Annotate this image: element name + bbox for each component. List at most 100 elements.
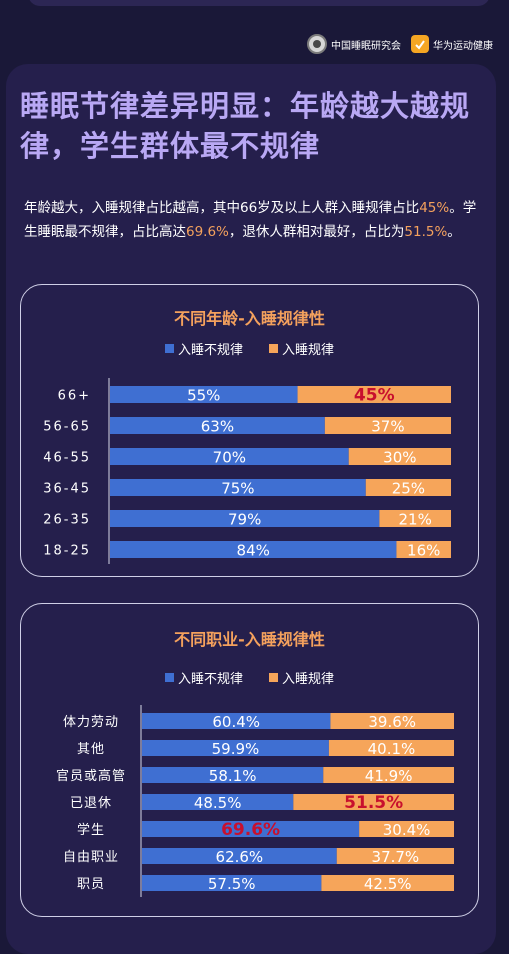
data-label-regular: 40.1%: [368, 740, 416, 758]
data-label-regular: 37%: [371, 418, 404, 436]
age-bar-chart: 66+ 55% 45% 56-65 63% 37% 46-55 70% 30% 36-45 75% 2…: [43, 378, 451, 564]
data-label-regular: 39.6%: [368, 713, 416, 731]
legend-swatch-regular: [269, 673, 278, 682]
bar-irregular: [142, 794, 294, 810]
bar-regular: [365, 479, 451, 496]
bar-irregular: [142, 848, 337, 864]
age-chart-legend: 入睡不规律 入睡规律: [21, 339, 478, 358]
data-label-irregular: 79%: [228, 511, 261, 529]
data-label-irregular: 62.6%: [216, 848, 264, 866]
data-label-regular: 16%: [407, 542, 440, 560]
legend-item-regular: 入睡规律: [269, 668, 334, 687]
data-label-irregular: 60.4%: [212, 713, 260, 731]
legend-item-irregular: 入睡不规律: [164, 668, 243, 687]
category-label: 66+: [58, 389, 91, 404]
data-label-regular: 25%: [392, 480, 425, 498]
data-label-irregular: 59.9%: [212, 740, 260, 758]
category-label: 其他: [77, 742, 105, 757]
bar-regular: [359, 821, 454, 837]
legend-label-irregular: 入睡不规律: [177, 672, 243, 687]
page-title: 睡眠节律差异明显：年龄越大越规律，学生群体最不规律: [20, 89, 471, 163]
data-label-regular: 42.5%: [364, 875, 412, 893]
bar-regular: [328, 740, 454, 756]
legend-item-irregular: 入睡不规律: [164, 339, 243, 358]
intro-paragraph: 年龄越大，入睡规律占比越高，其中66岁及以上人群入睡规律占比45%。学生睡眠最不…: [24, 196, 484, 244]
bar-irregular: [142, 875, 322, 891]
bar-regular: [348, 448, 451, 465]
bar-regular: [293, 794, 454, 810]
top-card-edge: [28, 0, 490, 6]
age-chart-title: 不同年龄-入睡规律性: [174, 309, 325, 328]
occupation-bar-chart: 体力劳动 60.4% 39.6% 其他 59.9% 40.1% 官员或高管 58.1% 41.9…: [56, 705, 454, 897]
bar-regular: [321, 875, 454, 891]
bar-regular: [396, 541, 451, 558]
bar-regular: [330, 713, 454, 729]
intro-highlight-3: 51.5%: [404, 224, 448, 240]
bar-irregular: [110, 448, 349, 465]
bar-regular: [323, 767, 454, 783]
intro-text-3: ，退休人群相对最好，占比为: [228, 224, 405, 240]
bar-irregular: [110, 386, 298, 403]
category-label: 56-65: [43, 420, 91, 435]
occupation-chart-legend: 入睡不规律 入睡规律: [21, 668, 478, 687]
data-label-regular: 30.4%: [383, 821, 431, 839]
bar-regular: [324, 417, 451, 434]
category-label: 学生: [77, 822, 105, 838]
bar-irregular: [142, 740, 329, 756]
category-label: 职员: [77, 877, 105, 892]
legend-item-regular: 入睡规律: [269, 339, 334, 358]
sleep-society-logo: 中国睡眠研究会: [307, 34, 401, 54]
data-label-regular: 37.7%: [372, 848, 420, 866]
data-label-irregular: 69.6%: [221, 820, 280, 840]
intro-text-2: 。学生睡眠最不规律，占比高达: [24, 200, 477, 240]
category-label: 自由职业: [63, 850, 119, 865]
data-label-regular: 21%: [399, 511, 432, 529]
data-label-irregular: 75%: [221, 480, 254, 498]
sleep-society-logo-icon: [307, 34, 327, 54]
data-label-irregular: 57.5%: [208, 875, 256, 893]
age-chart-card: 不同年龄-入睡规律性 入睡不规律 入睡规律 66+ 55% 45% 56-65 63% 3…: [20, 284, 479, 577]
occupation-chart-title: 不同职业-入睡规律性: [174, 630, 325, 649]
occupation-chart-card: 不同职业-入睡规律性 入睡不规律 入睡规律 体力劳动 60.4% 39.6% 其他 59…: [20, 603, 479, 917]
huawei-health-label: 华为运动健康: [433, 40, 493, 52]
legend-swatch-irregular: [164, 344, 174, 353]
data-label-irregular: 55%: [187, 387, 220, 405]
category-label: 18-25: [43, 544, 91, 559]
legend-label-regular: 入睡规律: [282, 672, 335, 687]
category-label: 已退休: [70, 796, 112, 811]
intro-highlight-1: 45%: [419, 200, 450, 216]
bar-irregular: [142, 713, 331, 729]
bar-irregular: [110, 541, 397, 558]
intro-highlight-2: 69.6%: [186, 224, 229, 240]
bar-irregular: [142, 767, 324, 783]
category-label: 36-45: [43, 482, 91, 497]
intro-text-4: 。: [447, 224, 461, 240]
data-label-irregular: 63%: [201, 418, 234, 436]
category-label: 46-55: [43, 451, 91, 466]
legend-label-regular: 入睡规律: [282, 343, 335, 358]
data-label-irregular: 58.1%: [209, 767, 257, 785]
sleep-society-label: 中国睡眠研究会: [331, 40, 401, 52]
legend-label-irregular: 入睡不规律: [177, 343, 243, 358]
data-label-regular: 51.5%: [344, 793, 403, 813]
data-label-irregular: 70%: [213, 449, 246, 467]
data-label-regular: 30%: [383, 449, 416, 467]
bar-irregular: [142, 821, 360, 837]
huawei-health-logo-icon: [411, 35, 429, 53]
partner-logos: 中国睡眠研究会 华为运动健康: [307, 32, 493, 56]
huawei-health-logo: 华为运动健康: [411, 35, 493, 53]
category-label: 体力劳动: [63, 714, 119, 730]
data-label-regular: 45%: [354, 386, 395, 406]
bar-regular: [297, 386, 451, 403]
category-label: 26-35: [43, 513, 91, 528]
data-label-irregular: 84%: [237, 542, 270, 560]
legend-swatch-regular: [269, 344, 278, 353]
intro-text-1: 年龄越大，入睡规律占比越高，其中66岁及以上人群入睡规律占比: [24, 200, 420, 216]
bar-irregular: [110, 417, 325, 434]
bar-regular: [336, 848, 454, 864]
bar-irregular: [110, 479, 366, 496]
bar-regular: [379, 510, 451, 527]
bar-irregular: [110, 510, 380, 527]
data-label-regular: 41.9%: [365, 767, 413, 785]
category-label: 官员或高管: [56, 768, 126, 784]
